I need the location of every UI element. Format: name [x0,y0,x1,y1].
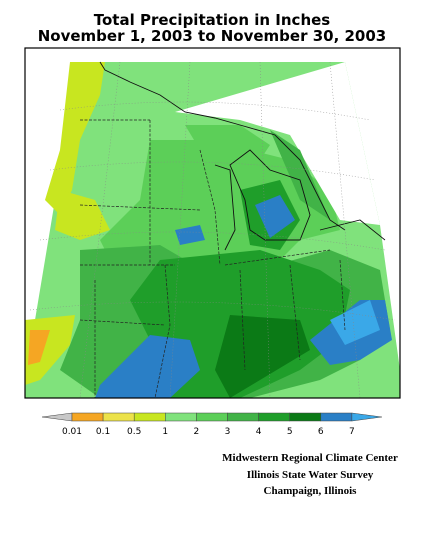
title-line-1: Total Precipitation in Inches [94,11,331,29]
legend-over [351,412,382,422]
map [24,47,401,399]
credit: Illinois State Water Survey [247,469,374,481]
legend-label: 0.5 [127,427,141,437]
title-line-2: November 1, 2003 to November 30, 2003 [38,27,387,45]
legend-bin [102,412,135,422]
legend: 0.01 0.1 0.5 1 2 3 4 5 6 7 [41,412,382,437]
legend-label: 6 [318,427,324,437]
legend-label: 7 [349,427,355,437]
legend-bin [133,412,166,422]
credit: Champaign, Illinois [264,485,358,497]
legend-label: 0.1 [96,427,110,437]
legend-label: 5 [287,427,293,437]
legend-bin [227,412,259,422]
legend-bin [320,412,353,422]
legend-label: 4 [256,427,262,437]
legend-label: 2 [194,427,200,437]
legend-bin [258,412,290,422]
legend-label: 1 [162,427,168,437]
legend-bin [289,412,322,422]
legend-bin [165,412,197,422]
legend-label: 0.01 [62,427,82,437]
legend-label: 3 [225,427,231,437]
legend-bin [71,412,104,422]
credit: Midwestern Regional Climate Center [222,452,398,464]
legend-bin [196,412,228,422]
legend-under [41,412,73,422]
